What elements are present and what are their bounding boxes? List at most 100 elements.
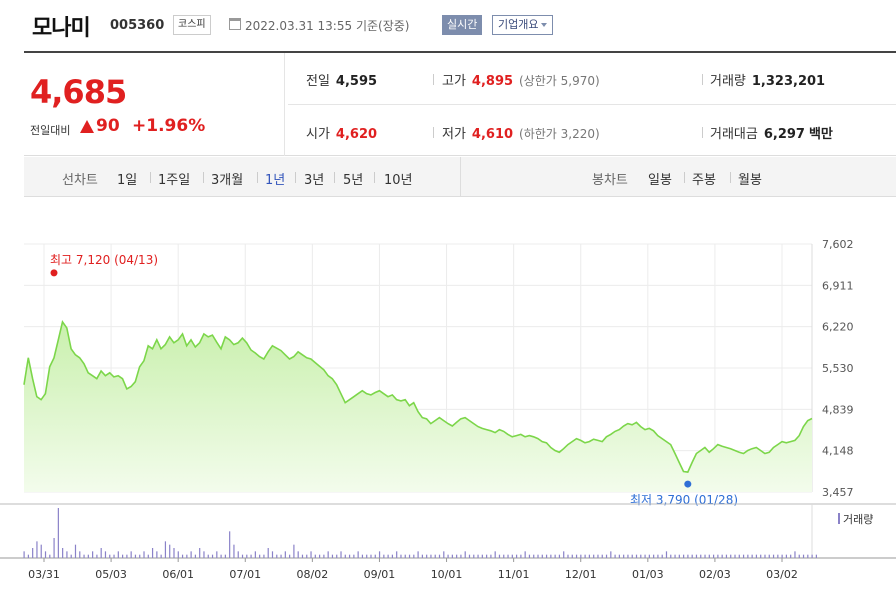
- volume-bar: [413, 554, 415, 558]
- tab-1-year[interactable]: 1년: [265, 173, 286, 188]
- volume-bar: [143, 551, 145, 558]
- volume-bar: [755, 554, 758, 558]
- volume-bar: [293, 544, 295, 558]
- company-overview-dropdown[interactable]: 기업개요: [492, 15, 554, 35]
- volume-bar: [100, 548, 102, 558]
- open-value: 4,620: [335, 127, 378, 142]
- line-chart-label: 선차트: [62, 173, 98, 188]
- volume-bar: [160, 554, 162, 558]
- candle-chart-label: 봉차트: [592, 173, 628, 188]
- volume-bar: [507, 554, 509, 558]
- volume-bar: [199, 548, 201, 558]
- divider: [334, 172, 335, 183]
- volume-bar: [130, 551, 132, 558]
- volume-bar: [541, 554, 543, 558]
- volume-bar: [151, 548, 154, 558]
- volume-bar: [400, 554, 402, 558]
- volume-bar: [220, 554, 222, 558]
- volume-bar: [310, 551, 312, 558]
- up-arrow-icon: [80, 120, 94, 133]
- volume-bar: [366, 554, 368, 558]
- volume-bar: [640, 554, 642, 558]
- divider: [288, 104, 896, 105]
- realtime-button[interactable]: 실시간: [442, 15, 483, 35]
- tab-3-months[interactable]: 3개월: [211, 173, 244, 188]
- volume-bar: [229, 531, 231, 558]
- volume-bar: [32, 548, 34, 558]
- volume-bar: [554, 554, 556, 558]
- divider: [433, 74, 434, 85]
- low-annotation: 최저 3,790 (01/28): [630, 493, 738, 507]
- volume-bar: [503, 554, 505, 558]
- price-line: [23, 320, 813, 473]
- calendar-icon: [229, 18, 241, 30]
- volume-bar: [109, 554, 111, 558]
- volume-bar: [670, 554, 672, 558]
- high-annotation: 최고 7,120 (04/13): [50, 253, 158, 267]
- volume-bar: [361, 554, 364, 558]
- title-row: 모나미 005360 코스피 2022.03.31 13:55 기준(장중) 실…: [0, 0, 896, 52]
- change-value: 90: [96, 116, 120, 136]
- volume-bar: [807, 554, 809, 558]
- chart-tab-bar: 선차트 1일 1주일 3개월 1년 3년 5년 10년 봉차트 일봉 주봉 월봉: [24, 157, 896, 197]
- tab-daily-candle[interactable]: 일봉: [648, 173, 672, 188]
- tab-weekly-candle[interactable]: 주봉: [692, 173, 716, 188]
- y-tick-label: 7,602: [822, 238, 854, 251]
- volume-bar: [520, 554, 522, 558]
- volume-bar: [224, 554, 226, 558]
- volume-bar: [644, 554, 646, 558]
- volume-bar: [798, 554, 800, 558]
- volume-bar: [558, 554, 561, 558]
- volume-bar: [186, 554, 188, 558]
- tab-5-years[interactable]: 5년: [343, 173, 364, 188]
- tab-10-years[interactable]: 10년: [384, 173, 413, 188]
- chevron-down-icon: [541, 23, 548, 27]
- volume-bar: [687, 554, 689, 558]
- volume-bar: [79, 551, 81, 558]
- volume-bar: [344, 554, 346, 558]
- volume-bar: [516, 554, 518, 558]
- y-tick-label: 4,148: [822, 445, 854, 458]
- current-price: 4,685: [30, 73, 127, 111]
- tab-1-day[interactable]: 1일: [117, 173, 138, 188]
- low-value: 4,610: [471, 127, 514, 142]
- volume-bar: [181, 554, 184, 558]
- divider: [433, 127, 434, 138]
- volume-bar: [49, 554, 51, 558]
- volume-bar: [271, 551, 274, 558]
- tab-monthly-candle[interactable]: 월봉: [738, 173, 762, 188]
- volume-bar: [721, 554, 723, 558]
- volume-bar: [537, 554, 539, 558]
- volume-bar: [336, 554, 338, 558]
- volume-bar: [396, 551, 398, 558]
- volume-bar: [451, 554, 453, 558]
- volume-bar: [785, 554, 788, 558]
- volume-bar: [421, 554, 423, 558]
- change-percent: +1.96%: [132, 116, 206, 136]
- tab-3-years[interactable]: 3년: [304, 173, 325, 188]
- volume-bar: [426, 554, 428, 558]
- prev-close-value: 4,595: [335, 74, 378, 89]
- volume-legend-swatch: [838, 513, 840, 524]
- high-label: 고가: [442, 74, 466, 89]
- volume-bar: [545, 554, 548, 558]
- volume-bar: [443, 551, 445, 558]
- volume-stat: 거래량 1,323,201: [710, 70, 825, 89]
- high-value: 4,895: [471, 74, 514, 89]
- volume-bar: [207, 554, 209, 558]
- lower-limit: (하한가 3,220): [519, 127, 600, 141]
- volume-bar: [164, 541, 167, 558]
- volume-bar: [289, 554, 291, 558]
- x-tick-label: 03/02: [766, 568, 798, 581]
- volume-bar: [250, 554, 252, 558]
- volume-bar: [263, 554, 265, 558]
- volume-bar: [571, 554, 573, 558]
- volume-bar: [23, 551, 25, 558]
- volume-bar: [747, 554, 749, 558]
- volume-bar: [683, 554, 685, 558]
- tab-1-week[interactable]: 1주일: [158, 173, 191, 188]
- volume-bar: [194, 554, 197, 558]
- volume-bar: [614, 554, 616, 558]
- divider: [460, 157, 461, 196]
